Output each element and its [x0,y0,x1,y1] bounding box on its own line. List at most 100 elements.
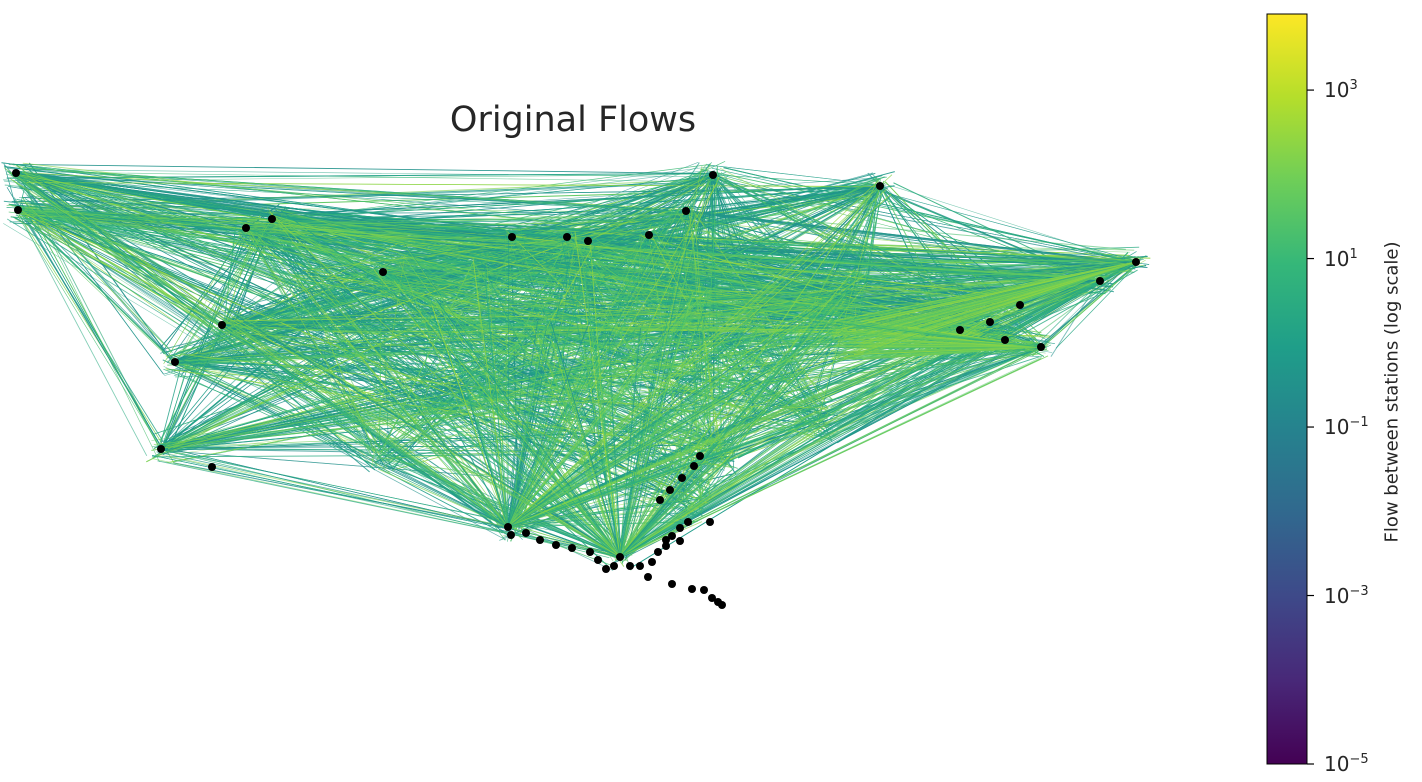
station-node [684,518,692,526]
flow-edge [507,188,888,528]
flow-edge [860,344,1042,348]
flow-edge [776,370,824,410]
flow-edge [153,406,483,445]
flow-edge [855,261,1137,331]
flow-edge [619,497,694,558]
flow-edge [868,320,1042,348]
colorbar-tick-label: 101 [1324,246,1358,271]
flow-edge [559,238,848,319]
flow-edge [243,213,696,225]
station-node [1132,258,1140,266]
flow-edge [338,324,621,558]
flow-edge [25,187,162,451]
station-node [610,562,618,570]
station-node [568,544,576,552]
flow-edge [597,230,642,457]
flow-edge [507,248,573,528]
flow-edge [840,261,1137,359]
flow-edge [539,258,1142,321]
flow-edge [290,282,830,311]
flow-edge [595,457,621,558]
flow-edge [643,271,1110,323]
flow-edge [514,528,621,558]
flow-edge [419,377,790,416]
flow-edge [507,315,598,528]
chart-title: Original Flows [449,100,697,140]
station-nodes [12,169,1140,609]
colorbar-scale [1266,13,1308,765]
flow-edge [884,199,1102,283]
station-node [208,463,216,471]
flow-edge [408,187,879,258]
flow-edge [507,326,762,528]
flow-edge [393,279,621,558]
flow-edge [963,261,1138,341]
flow-edge [245,231,381,273]
station-node [656,496,664,504]
flow-edge [507,326,961,528]
flow-edge [609,268,1129,454]
flow-edge [843,261,1137,337]
flow-edge [18,214,175,364]
flow-edge [721,178,1012,307]
station-node [1096,277,1104,285]
flow-edge [3,162,18,211]
flow-edge [477,327,509,528]
station-node [508,233,516,241]
flow-edge [480,261,621,558]
flow-edge [507,182,718,528]
flow-edge [386,274,472,324]
flow-edge [9,178,621,558]
flow-edge [545,241,588,380]
flow-edge [650,234,691,310]
flow-edge [473,409,621,558]
station-node [709,171,717,179]
flow-edge [507,164,711,528]
station-node [956,326,964,334]
flow-edge [680,219,1145,267]
flow-edge [507,406,749,528]
flow-edge [619,296,855,558]
flow-edge [619,281,1110,558]
flow-edge [376,269,710,484]
flow-edge [18,166,1134,273]
flow-edge [605,312,845,323]
station-node [662,536,670,544]
flow-edge [1042,264,1130,347]
flow-edge [294,277,439,309]
flow-edge [167,326,856,447]
flow-edge [830,346,1042,352]
flow-edge [8,163,714,174]
station-node [218,321,226,329]
station-node [676,524,684,532]
flow-edge [27,220,621,558]
flow-edge [324,326,626,553]
flow-edge [375,173,714,285]
flow-edge [507,520,698,528]
flow-edge [619,307,755,558]
flow-edge [507,325,638,528]
flow-edge [507,305,699,528]
flow-edge [486,264,509,528]
station-node [654,548,662,556]
flow-edge [24,208,419,421]
flow-edge [843,261,1137,323]
station-node [645,231,653,239]
station-node [507,531,515,539]
station-node [536,536,544,544]
flow-edge [619,180,709,558]
flow-edge [554,389,621,558]
flow-edge [13,175,621,558]
flow-edge [221,323,831,439]
flow-edge [160,294,438,452]
flow-edge [619,274,854,558]
flow-edge [507,317,760,528]
flow-edge [621,388,693,556]
flow-edge [22,181,160,448]
flow-edge [386,269,853,274]
flow-edge [17,211,148,457]
flow-edge [7,170,177,363]
station-node [268,215,276,223]
flow-edge [429,302,621,558]
